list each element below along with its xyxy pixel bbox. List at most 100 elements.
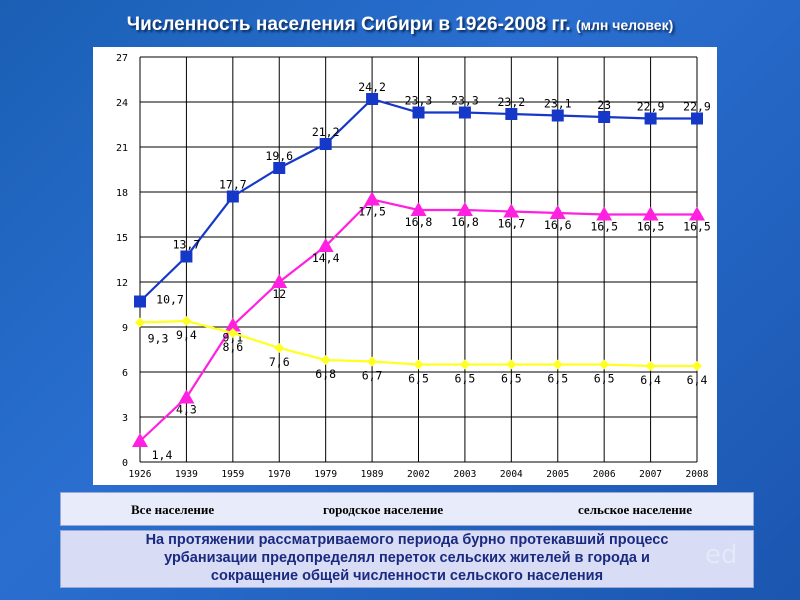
x-tick-label: 1970 (268, 469, 291, 480)
data-point (599, 359, 610, 370)
y-tick-label: 3 (122, 413, 128, 424)
data-label: 4,3 (176, 403, 197, 417)
x-tick-label: 2008 (686, 469, 709, 480)
data-label: 10,7 (156, 293, 184, 307)
data-label: 1,4 (152, 448, 173, 462)
data-point (549, 205, 566, 219)
data-label: 6,5 (408, 372, 429, 386)
chart-legend: Все население городское население сельск… (60, 492, 754, 526)
data-label: 24,2 (358, 80, 386, 94)
y-tick-label: 18 (116, 188, 128, 199)
note-line-1: На протяжении рассматриваемого периода б… (145, 532, 669, 548)
data-point (644, 112, 657, 125)
chart-title-unit: (млн человек) (575, 17, 674, 33)
data-point (551, 109, 564, 122)
data-label: 22,9 (637, 100, 665, 114)
data-label: 16,7 (497, 217, 525, 231)
y-tick-label: 15 (116, 233, 128, 244)
data-point (366, 93, 379, 105)
data-label: 6,5 (501, 372, 522, 386)
data-point (181, 316, 192, 326)
data-point (178, 389, 195, 404)
data-label: 6,8 (315, 367, 336, 381)
data-point (273, 162, 286, 174)
x-tick-label: 2006 (593, 469, 616, 480)
data-label: 6,5 (594, 372, 615, 386)
x-tick-label: 2002 (407, 469, 430, 480)
y-tick-label: 0 (122, 458, 128, 469)
data-label: 23,3 (405, 94, 433, 108)
data-label: 23 (597, 98, 611, 112)
series-urban: 1,44,39,11214,417,516,816,816,716,616,51… (132, 191, 711, 462)
series-total: 10,7 13,7 17,7 19,6 21,2 24,2 23,3 23,3 23,2 23,1… (134, 80, 711, 308)
x-tick-label: 2007 (639, 469, 662, 480)
data-point (689, 206, 705, 221)
data-label: 23,2 (497, 95, 525, 109)
data-point (320, 355, 331, 365)
data-point (367, 356, 378, 367)
data-point (132, 433, 148, 447)
data-label: 13,7 (173, 238, 201, 252)
data-point (459, 359, 470, 370)
data-point (271, 274, 288, 288)
data-label: 7,6 (269, 355, 290, 369)
chart-title: Численность населения Сибири в 1926-2008… (0, 14, 800, 36)
chart-title-main: Численность населения Сибири в 1926-2008… (126, 14, 571, 35)
data-label: 14,4 (312, 251, 340, 265)
note-line-3: сокращение общей численности сельского н… (210, 568, 604, 584)
data-label: 19,6 (265, 149, 293, 163)
data-label: 17,7 (219, 178, 247, 192)
data-point (456, 202, 473, 216)
data-point (506, 359, 517, 370)
data-point (552, 359, 563, 370)
data-point (227, 328, 238, 338)
data-point (642, 206, 659, 221)
data-point (134, 295, 146, 308)
data-label: 6,4 (687, 373, 708, 387)
data-label: 6,7 (362, 369, 383, 383)
y-tick-label: 24 (116, 98, 128, 109)
data-point (364, 191, 381, 206)
data-label: 6,4 (640, 373, 661, 387)
data-point (226, 190, 239, 203)
data-label: 22,9 (683, 100, 711, 114)
data-label: 6,5 (547, 372, 568, 386)
data-label: 16,5 (590, 220, 618, 234)
legend-label-urban: городское население (323, 502, 444, 517)
x-tick-label: 2004 (500, 469, 523, 480)
y-tick-label: 21 (116, 143, 128, 154)
summary-note: На протяжении рассматриваемого периода б… (60, 530, 754, 588)
data-point (412, 106, 425, 119)
data-label: 9,3 (148, 332, 169, 346)
y-tick-label: 27 (116, 53, 128, 64)
data-label: 12 (272, 287, 286, 301)
data-point (319, 138, 332, 150)
data-point (645, 361, 656, 371)
data-label: 23,3 (451, 94, 479, 108)
data-point (598, 111, 611, 123)
data-point (692, 361, 702, 371)
x-tick-label: 1926 (129, 469, 152, 480)
data-point (410, 202, 427, 216)
series-rural: 9,3 9,4 8,6 7,6 6,8 6,7 6,5 6,5 6,5 6,5 6,5 6,4 6,4 (135, 316, 707, 387)
data-point (135, 317, 145, 328)
data-label: 23,1 (544, 97, 572, 111)
data-point (274, 343, 285, 353)
legend-label-rural: сельское население (578, 502, 692, 517)
data-point (224, 317, 241, 332)
data-label: 16,8 (451, 215, 479, 229)
data-point (503, 203, 520, 218)
data-label: 16,6 (544, 218, 572, 232)
data-label: 6,5 (455, 372, 476, 386)
plot-panel (93, 47, 717, 485)
data-label: 9,4 (176, 328, 197, 342)
data-point (596, 206, 613, 221)
data-label: 16,5 (683, 220, 711, 234)
data-point (458, 106, 471, 119)
x-tick-label: 1959 (221, 469, 244, 480)
data-point (317, 238, 334, 252)
data-label: 17,5 (358, 205, 386, 219)
data-label: 21,2 (312, 125, 340, 139)
x-tick-label: 2005 (546, 469, 569, 480)
data-label: 16,8 (405, 215, 433, 229)
